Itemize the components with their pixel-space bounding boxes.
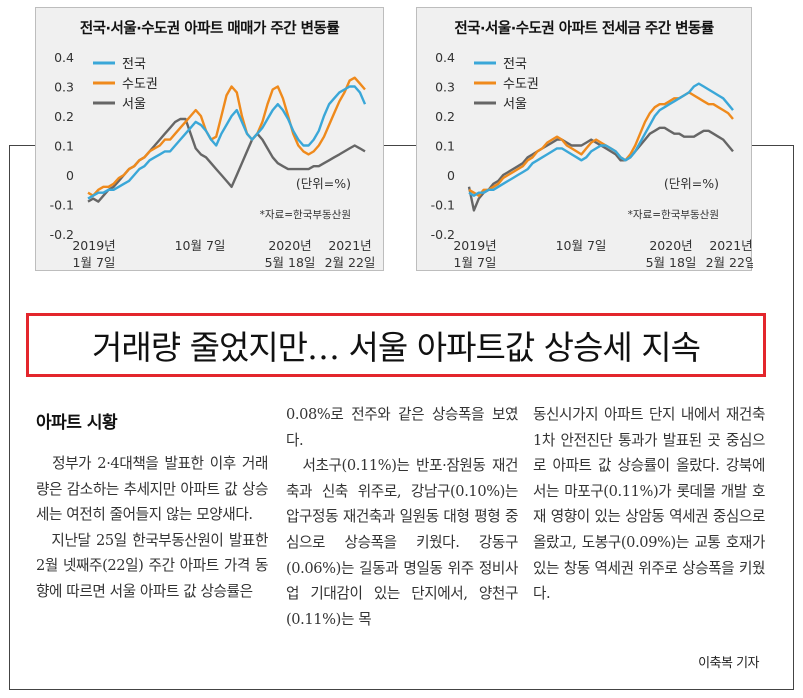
x-tick-label: 2019년 — [453, 238, 496, 253]
byline: 이축복 기자 — [698, 656, 759, 671]
article-column-1: 아파트 시황 정부가 2·4대책을 발표한 이후 거래량은 감소하는 추세지만 … — [36, 402, 268, 605]
x-tick-label: 2019년 — [72, 238, 115, 253]
y-tick-label: 0.4 — [435, 50, 455, 65]
frame-line-top-left — [9, 145, 36, 146]
y-tick-label: 0.3 — [54, 80, 74, 95]
x-tick-label: 2021년 — [328, 238, 371, 253]
legend-label: 수도권 — [122, 77, 158, 92]
y-tick-label: 0.3 — [435, 80, 455, 95]
legend-label: 전국 — [503, 57, 527, 72]
frame-line-top-mid — [383, 145, 417, 146]
x-tick-label: 2월 22일 — [706, 255, 753, 270]
x-tick-label: 10월 7일 — [556, 238, 607, 253]
x-tick-label: 1월 7일 — [73, 255, 116, 270]
series-line-전국 — [87, 85, 367, 200]
headline-box: 거래량 줄었지만… 서울 아파트값 상승세 지속 — [26, 313, 766, 377]
x-tick-label: 5월 18일 — [265, 255, 316, 270]
frame-line-left — [9, 145, 10, 690]
y-tick-label: 0.1 — [54, 139, 74, 154]
y-tick-label: -0.2 — [50, 227, 74, 242]
series-line-전국 — [468, 82, 734, 197]
article-paragraph: 정부가 2·4대책을 발표한 이후 거래량은 감소하는 추세지만 아파트 값 상… — [36, 455, 268, 600]
legend-label: 수도권 — [503, 77, 539, 92]
x-tick-label: 5월 18일 — [646, 255, 697, 270]
unit-label: (단위=%) — [664, 176, 719, 191]
legend-label: 서울 — [503, 97, 527, 112]
unit-label: (단위=%) — [296, 176, 351, 191]
frame-line-right — [793, 145, 794, 690]
x-tick-label: 10월 7일 — [175, 238, 226, 253]
x-tick-label: 2020년 — [649, 238, 692, 253]
frame-line-top-right — [752, 145, 794, 146]
y-tick-label: -0.2 — [431, 227, 455, 242]
y-tick-label: 0.2 — [435, 109, 455, 124]
source-label: *자료=한국부동산원 — [260, 209, 351, 221]
x-tick-label: 2월 22일 — [325, 255, 376, 270]
headline: 거래량 줄었지만… 서울 아파트값 상승세 지속 — [92, 328, 701, 367]
chart-title: 전국·서울·수도권 아파트 전세금 주간 변동률 — [454, 21, 714, 37]
series-line-서울 — [467, 126, 734, 212]
y-tick-label: -0.1 — [50, 198, 74, 213]
article-paragraph: 0.08%로 전주와 같은 상승폭을 보였다. 서초구(0.11%)는 반포·잠… — [286, 406, 518, 628]
article-column-2: 0.08%로 전주와 같은 상승폭을 보였다. 서초구(0.11%)는 반포·잠… — [286, 402, 518, 632]
y-tick-label: 0.1 — [435, 139, 455, 154]
legend-label: 서울 — [122, 97, 146, 112]
frame-line-bottom — [9, 689, 794, 690]
x-tick-label: 1월 7일 — [454, 255, 497, 270]
legend-label: 전국 — [122, 57, 146, 72]
y-tick-label: 0.4 — [54, 50, 74, 65]
section-title: 아파트 시황 — [36, 413, 118, 433]
x-tick-label: 2020년 — [268, 238, 311, 253]
y-tick-label: 0.2 — [54, 109, 74, 124]
x-tick-label: 2021년 — [709, 238, 752, 253]
y-tick-label: -0.1 — [431, 198, 455, 213]
chart-title: 전국·서울·수도권 아파트 매매가 주간 변동률 — [79, 21, 340, 37]
y-tick-label: 0 — [447, 168, 455, 183]
article-column-3: 동신시가지 아파트 단지 내에서 재건축 1차 안전진단 통과가 발표된 곳 중… — [533, 402, 765, 607]
y-tick-label: 0 — [66, 168, 74, 183]
source-label: *자료=한국부동산원 — [628, 209, 719, 221]
series-line-수도권 — [87, 76, 366, 197]
article-paragraph: 동신시가지 아파트 단지 내에서 재건축 1차 안전진단 통과가 발표된 곳 중… — [533, 406, 765, 603]
